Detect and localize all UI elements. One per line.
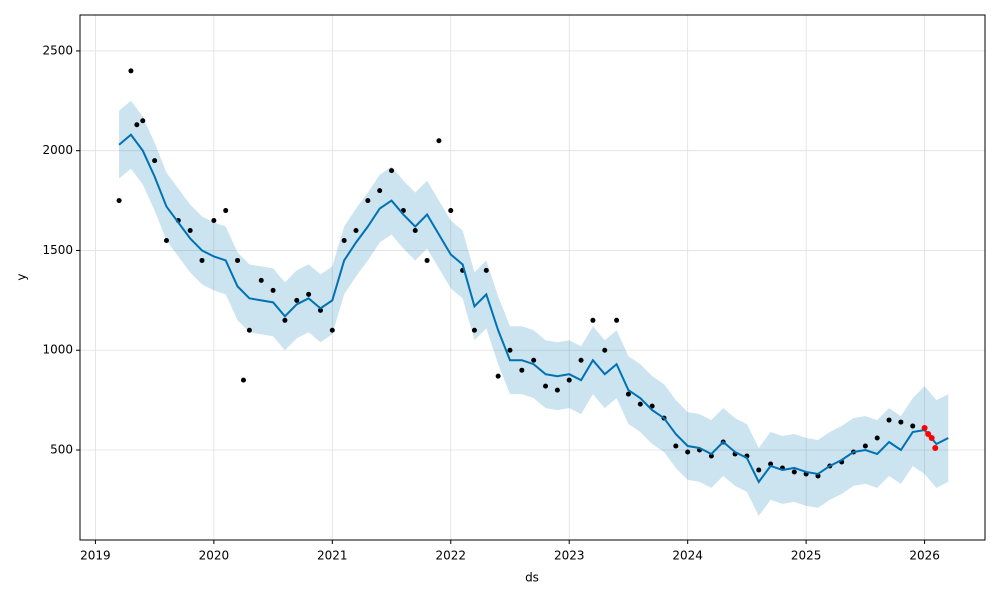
observed-point [258,277,264,283]
observed-point [708,453,714,459]
observed-point [240,377,246,383]
observed-point [140,118,146,124]
observed-point [791,469,797,475]
observed-point [235,257,241,263]
observed-point [317,307,323,313]
x-tick-label: 2026 [909,549,940,563]
observed-point [637,401,643,407]
recent-point [928,435,935,442]
observed-point [116,198,122,204]
observed-point [223,208,229,214]
y-tick-label: 2000 [42,143,73,157]
observed-point [756,467,762,473]
forecast-line [118,133,949,484]
observed-point [566,377,572,383]
observed-point [649,403,655,409]
plot-frame [79,14,986,541]
recent-point [921,425,928,432]
x-tick-label: 2020 [199,549,230,563]
x-tick-label: 2024 [672,549,703,563]
observed-point [152,158,158,164]
recent-point [925,431,932,438]
y-tick-label: 1500 [42,243,73,257]
observed-point [377,188,383,194]
observed-point [768,461,774,467]
observed-point [590,317,596,323]
recent-point [932,445,939,452]
observed-point [483,267,489,273]
observed-point [519,367,525,373]
observed-point [163,237,169,243]
observed-point [862,443,868,449]
observed-point [436,138,442,144]
observed-point [554,387,560,393]
observed-point [507,347,513,353]
y-axis-label: y [15,273,29,280]
observed-point [329,327,335,333]
observed-point [282,317,288,323]
observed-point [448,208,454,214]
observed-point [341,237,347,243]
observed-point [412,228,418,234]
observed-point [211,218,217,224]
x-tick-label: 2019 [80,549,111,563]
observed-point [353,228,359,234]
observed-point [199,257,205,263]
observed-point [495,373,501,379]
observed-point [910,423,916,429]
observed-point [270,287,276,293]
observed-point [294,297,300,303]
observed-point [187,228,193,234]
observed-point [543,383,549,389]
x-tick-label: 2022 [435,549,466,563]
x-tick-label: 2021 [317,549,348,563]
x-axis-label: ds [525,571,539,585]
observed-point [886,417,892,423]
observed-point [471,327,477,333]
observed-point [625,391,631,397]
observed-point [134,122,140,128]
y-tick-label: 1000 [42,343,73,357]
observed-point [874,435,880,441]
observed-point [389,168,395,174]
observed-point [365,198,371,204]
observed-point [246,327,252,333]
observed-point [424,257,430,263]
observed-point [578,357,584,363]
observed-point [306,291,312,297]
x-tick-label: 2025 [791,549,822,563]
observed-point [614,317,620,323]
y-tick-label: 500 [50,443,73,457]
observed-point [531,357,537,363]
x-tick-label: 2023 [554,549,585,563]
observed-point [602,347,608,353]
observed-point [685,449,691,455]
observed-point [128,68,134,74]
observed-point [673,443,679,449]
uncertainty-band [119,100,949,516]
observed-point [898,419,904,425]
y-tick-label: 2500 [42,43,73,57]
